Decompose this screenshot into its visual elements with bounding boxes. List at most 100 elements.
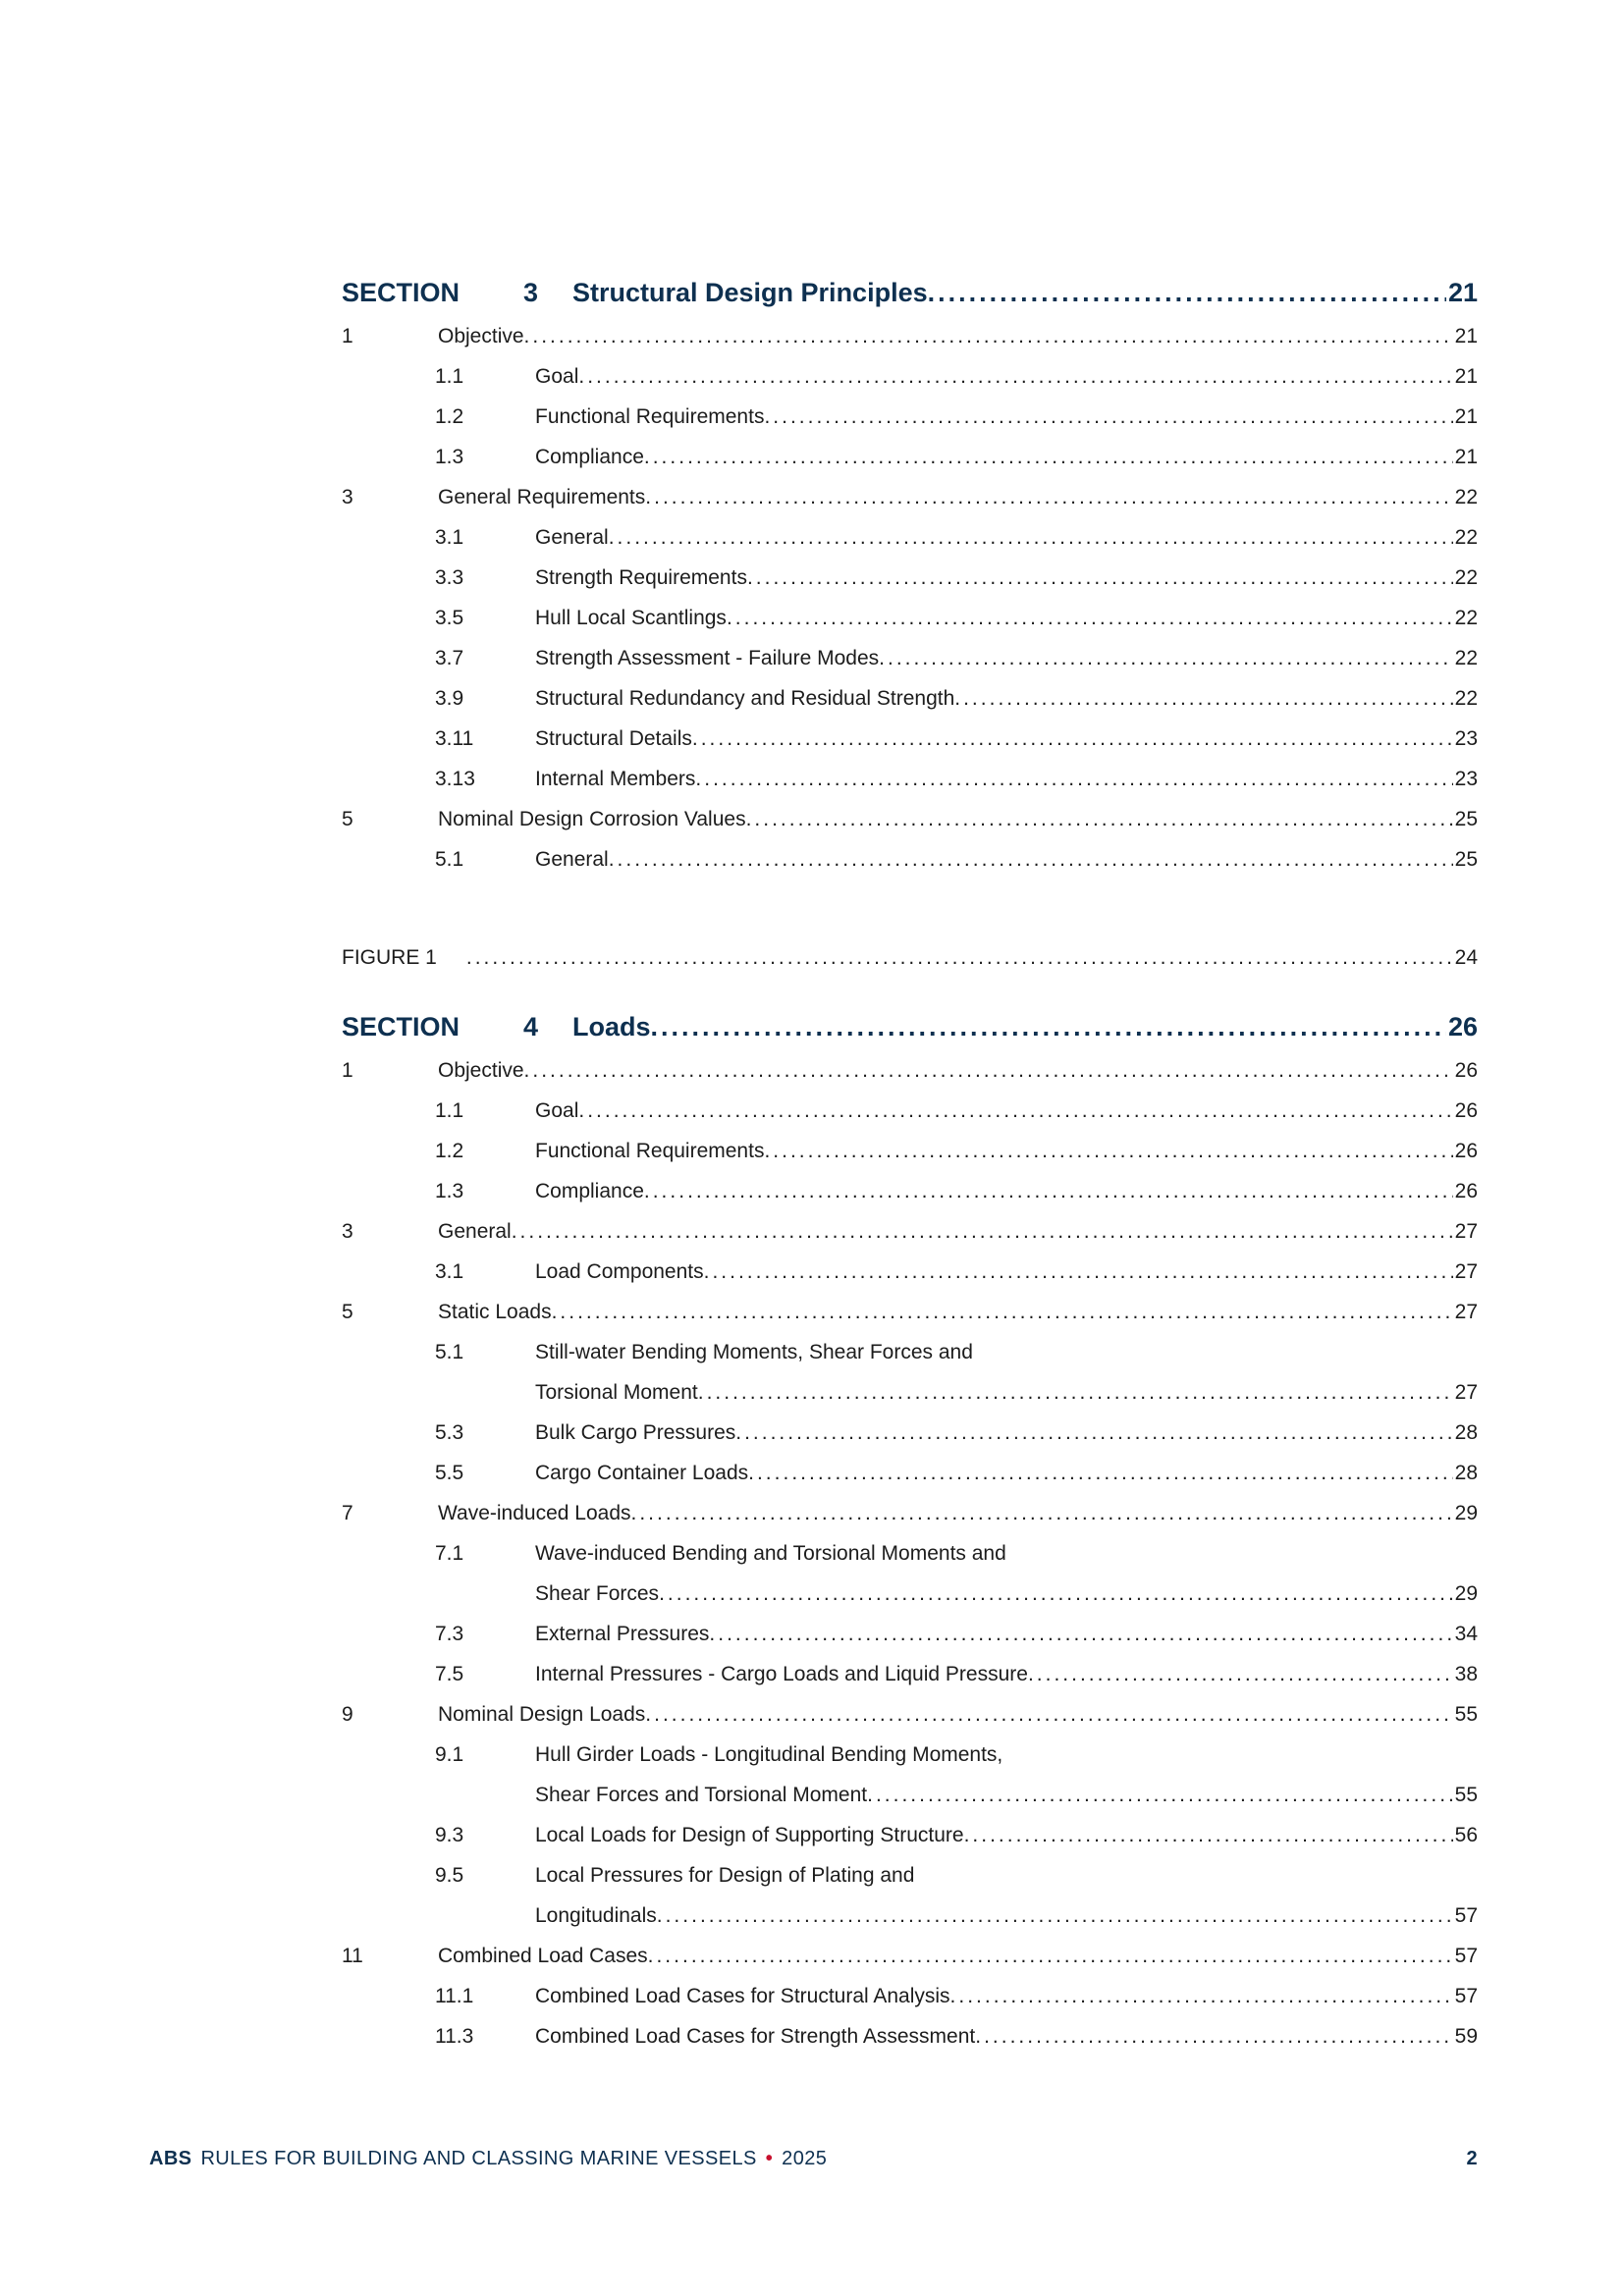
entry-title: Local Loads for Design of Supporting Str… xyxy=(535,1824,964,1846)
toc-entry[interactable]: 1.3 Compliance...........................… xyxy=(342,437,1478,477)
toc-entry[interactable]: 9.5 Local Pressures for Design of Plating… xyxy=(342,1855,1478,1936)
toc-section-heading[interactable]: SECTION 4 Loads...........................… xyxy=(342,1009,1478,1044)
footer-title: RULES FOR BUILDING AND CLASSING MARINE V… xyxy=(200,2148,757,2169)
entry-number: 1.3 xyxy=(435,446,464,468)
entry-title-row: Strength Requirements...................… xyxy=(535,558,1478,598)
entry-title-row: Combined Load Cases for Structural Analy… xyxy=(535,1976,1478,2016)
toc-entry[interactable]: 1.1 Goal.................................… xyxy=(342,356,1478,397)
toc-entries: 1 Objective..............................… xyxy=(342,1050,1478,2056)
toc-entry[interactable]: 5.5 Cargo Container Loads................… xyxy=(342,1453,1478,1493)
entry-body: Internal Pressures - Cargo Loads and Liq… xyxy=(535,1654,1478,1694)
entry-page-number: 29 xyxy=(1454,1582,1478,1605)
entry-body: Wave-induced Bending and Torsional Momen… xyxy=(535,1533,1478,1614)
toc-entry[interactable]: 3.11 Structural Details..................… xyxy=(342,719,1478,759)
entry-number: 5.3 xyxy=(435,1421,464,1444)
entry-number: 3.1 xyxy=(435,526,464,549)
section-page-number: 21 xyxy=(1447,278,1478,307)
entry-title-row: Strength Assessment - Failure Modes.....… xyxy=(535,638,1478,678)
entry-number: 1.2 xyxy=(435,1140,464,1162)
leader-dots: ........................................… xyxy=(656,1904,1453,1927)
leader-dots: ........................................… xyxy=(511,1220,1453,1243)
entry-number: 3.9 xyxy=(435,687,464,710)
toc-entry[interactable]: 7.3 External Pressures...................… xyxy=(342,1614,1478,1654)
leader-dots: ........................................… xyxy=(608,526,1453,549)
toc-entry[interactable]: 1.1 Goal.................................… xyxy=(342,1091,1478,1131)
entry-title: Strength Assessment - Failure Modes xyxy=(535,647,880,669)
toc-entry[interactable]: 1.2 Functional Requirements..............… xyxy=(342,1131,1478,1171)
entry-page-number: 22 xyxy=(1454,647,1478,669)
entry-title-row: Compliance..............................… xyxy=(535,1171,1478,1211)
leader-dots: ........................................… xyxy=(764,405,1452,428)
table-of-contents: SECTION 3 Structural Design Principles....… xyxy=(342,275,1478,2056)
toc-entry[interactable]: 9 Nominal Design Loads...................… xyxy=(342,1694,1478,1735)
entry-number: 3.13 xyxy=(435,768,475,790)
entry-body: Functional Requirements.................… xyxy=(535,397,1478,437)
entry-title: General xyxy=(535,526,609,549)
toc-section-heading[interactable]: SECTION 3 Structural Design Principles....… xyxy=(342,275,1478,310)
entry-title-row: General Requirements....................… xyxy=(438,477,1478,517)
toc-entry[interactable]: 5.3 Bulk Cargo Pressures.................… xyxy=(342,1413,1478,1453)
toc-entry[interactable]: 1.3 Compliance...........................… xyxy=(342,1171,1478,1211)
footer-brand: ABS xyxy=(149,2148,192,2169)
toc-entry[interactable]: 3.1 General..............................… xyxy=(342,517,1478,558)
entry-page-number: 25 xyxy=(1454,808,1478,830)
toc-entry[interactable]: 3.5 Hull Local Scantlings................… xyxy=(342,598,1478,638)
leader-dots: ........................................… xyxy=(949,1985,1453,2007)
toc-entry[interactable]: 9.3 Local Loads for Design of Supporting … xyxy=(342,1815,1478,1855)
toc-entry[interactable]: 7.5 Internal Pressures - Cargo Loads and … xyxy=(342,1654,1478,1694)
leader-dots: ........................................… xyxy=(691,727,1453,750)
toc-entry[interactable]: 1 Objective..............................… xyxy=(342,316,1478,356)
entry-page-number: 26 xyxy=(1454,1140,1478,1162)
toc-entry[interactable]: 7 Wave-induced Loads.....................… xyxy=(342,1493,1478,1533)
toc-entry[interactable]: 11.1 Combined Load Cases for Structural A… xyxy=(342,1976,1478,2016)
toc-entry[interactable]: 3 General................................… xyxy=(342,1211,1478,1252)
toc-entry[interactable]: 5.1 General..............................… xyxy=(342,839,1478,880)
toc-entry[interactable]: 3.13 Internal Members....................… xyxy=(342,759,1478,799)
entry-body: Structural Redundancy and Residual Stren… xyxy=(535,678,1478,719)
entry-number: 7.1 xyxy=(435,1542,464,1565)
toc-entry[interactable]: 5 Static Loads...........................… xyxy=(342,1292,1478,1332)
toc-figure-entry[interactable]: FIGURE 1................................… xyxy=(342,938,1478,978)
toc-entry[interactable]: 3.9 Structural Redundancy and Residual St… xyxy=(342,678,1478,719)
entry-title: Structural Details xyxy=(535,727,692,750)
entry-title: Internal Members xyxy=(535,768,696,790)
entry-body: Local Pressures for Design of Plating an… xyxy=(535,1855,1478,1936)
toc-entry[interactable]: 7.1 Wave-induced Bending and Torsional Mo… xyxy=(342,1533,1478,1614)
leader-dots: ........................................… xyxy=(735,1421,1452,1444)
toc-entry[interactable]: 1.2 Functional Requirements..............… xyxy=(342,397,1478,437)
entry-page-number: 57 xyxy=(1454,1945,1478,1967)
entry-number: 1.1 xyxy=(435,1099,464,1122)
leader-dots: ........................................… xyxy=(608,848,1453,871)
toc-entry[interactable]: 5.1 Still-water Bending Moments, Shear Fo… xyxy=(342,1332,1478,1413)
entry-body: Local Loads for Design of Supporting Str… xyxy=(535,1815,1478,1855)
toc-entry[interactable]: 5 Nominal Design Corrosion Values........… xyxy=(342,799,1478,839)
entry-title: Strength Requirements xyxy=(535,566,747,589)
entry-title: Combined Load Cases for Strength Assessm… xyxy=(535,2025,976,2048)
entry-title-line2: Torsional Moment xyxy=(535,1381,698,1404)
entry-page-number: 26 xyxy=(1454,1099,1478,1122)
toc-entry[interactable]: 3.7 Strength Assessment - Failure Modes..… xyxy=(342,638,1478,678)
toc-entry[interactable]: 3 General Requirements...................… xyxy=(342,477,1478,517)
entry-number: 3 xyxy=(342,486,353,508)
entry-title-row: Static Loads............................… xyxy=(438,1292,1478,1332)
leader-dots: ........................................… xyxy=(643,446,1453,468)
toc-entry[interactable]: 9.1 Hull Girder Loads - Longitudinal Bend… xyxy=(342,1735,1478,1815)
toc-entry[interactable]: 3.1 Load Components......................… xyxy=(342,1252,1478,1292)
toc-entry[interactable]: 3.3 Strength Requirements................… xyxy=(342,558,1478,598)
toc-entry[interactable]: 1 Objective..............................… xyxy=(342,1050,1478,1091)
entry-title-row: Hull Local Scantlings...................… xyxy=(535,598,1478,638)
entry-title-line1: Local Pressures for Design of Plating an… xyxy=(535,1864,915,1887)
section-title: Loads xyxy=(572,1012,651,1041)
leader-dots: ........................................… xyxy=(645,486,1452,508)
toc-entry[interactable]: 11 Combined Load Cases...................… xyxy=(342,1936,1478,1976)
entry-title-line1: Hull Girder Loads - Longitudinal Bending… xyxy=(535,1743,1003,1766)
entry-number: 11.1 xyxy=(435,1985,474,2007)
toc-entry[interactable]: 11.3 Combined Load Cases for Strength Ass… xyxy=(342,2016,1478,2056)
entry-title-row: Objective...............................… xyxy=(438,1050,1478,1091)
entry-body: Combined Load Cases for Structural Analy… xyxy=(535,1976,1478,2016)
entry-page-number: 21 xyxy=(1454,405,1478,428)
entry-title: Combined Load Cases for Structural Analy… xyxy=(535,1985,950,2007)
leader-dots: ........................................… xyxy=(523,1059,1453,1082)
leader-dots: ........................................… xyxy=(927,278,1446,307)
entry-body: General.................................… xyxy=(438,1211,1478,1252)
